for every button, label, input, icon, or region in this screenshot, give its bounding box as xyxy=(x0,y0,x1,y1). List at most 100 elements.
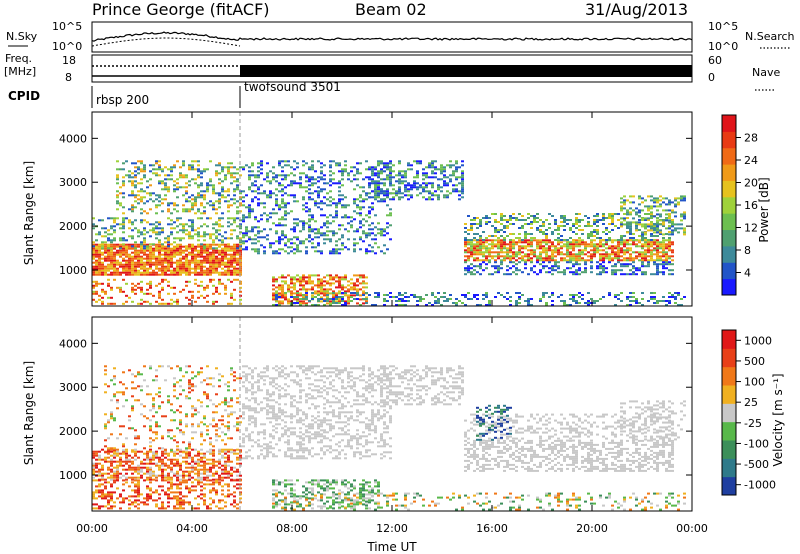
power-cell-655 xyxy=(236,243,239,246)
power-cell-1674 xyxy=(278,184,281,187)
power-cell-938 xyxy=(236,235,239,238)
power-cell-158 xyxy=(125,259,128,262)
power-cell-495 xyxy=(200,253,203,256)
power-cell-273 xyxy=(149,263,152,266)
power-cell-1772 xyxy=(296,200,299,203)
power-cell-2525 xyxy=(380,188,383,191)
power-cell-2359 xyxy=(320,282,323,285)
power-cell-1433 xyxy=(185,280,188,283)
power-cell-1754 xyxy=(293,174,296,177)
power-cell-2600 xyxy=(404,194,407,197)
power-cell-3485 xyxy=(554,239,557,241)
power-cell-1184 xyxy=(194,202,197,205)
power-cell-848 xyxy=(182,237,185,240)
power-cell-4040 xyxy=(674,205,677,208)
velocity-cell-504 xyxy=(110,485,113,488)
power-cell-1655 xyxy=(275,180,278,183)
power-cell-431 xyxy=(185,261,188,264)
power-cell-3812 xyxy=(602,265,605,268)
power-cell-1608 xyxy=(263,192,266,195)
velocity-cell-1 xyxy=(92,452,95,455)
power-cell-3651 xyxy=(653,235,656,237)
power-cell-4183 xyxy=(416,300,419,302)
power-cell-2495 xyxy=(368,196,371,199)
power-cell-583 xyxy=(218,265,221,268)
power-cell-332 xyxy=(164,247,167,250)
power-cell-1317 xyxy=(236,212,239,215)
power-cell-986 xyxy=(131,172,134,175)
power-cell-722 xyxy=(113,219,116,222)
power-cell-2493 xyxy=(368,184,371,187)
power-cell-1328 xyxy=(92,284,95,287)
power-cell-2897 xyxy=(509,255,512,258)
power-cell-271 xyxy=(149,259,152,262)
power-cell-1879 xyxy=(317,190,320,193)
power-cell-4360 xyxy=(674,298,677,300)
power-cell-2411 xyxy=(338,278,341,281)
power-cell-2947 xyxy=(530,239,533,242)
power-cell-1844 xyxy=(311,160,314,163)
power-cell-4367 xyxy=(683,296,686,298)
power-cell-1274 xyxy=(224,178,227,181)
power-cell-35 xyxy=(98,255,101,258)
power-cell-3035 xyxy=(563,243,566,246)
power-cell-2830 xyxy=(485,251,488,254)
power-cell-232 xyxy=(140,263,143,266)
power-cell-3679 xyxy=(464,261,467,264)
power-cell-1544 xyxy=(251,170,254,173)
power-cell-2994 xyxy=(545,255,548,258)
power-cell-1662 xyxy=(275,212,278,215)
power-cell-3010 xyxy=(551,253,554,256)
power-cell-2243 xyxy=(281,276,284,279)
power-cell-3775 xyxy=(566,267,569,270)
power-cell-2661 xyxy=(428,190,431,193)
power-cell-3182 xyxy=(617,249,620,252)
power-cell-3094 xyxy=(581,259,584,262)
velocity-cell-67 xyxy=(113,452,116,455)
velocity-cell-386 xyxy=(215,472,218,475)
velocity-cell-3 xyxy=(92,456,95,459)
power-cell-1543 xyxy=(251,164,254,167)
power-cell-765 xyxy=(137,235,140,238)
power-cell-3051 xyxy=(569,243,572,246)
power-cell-3460 xyxy=(536,229,539,231)
power-cell-618 xyxy=(227,257,230,260)
power-cell-658 xyxy=(236,249,239,252)
power-cell-3196 xyxy=(623,239,626,242)
power-cell-873 xyxy=(197,233,200,236)
power-cell-595 xyxy=(221,263,224,266)
power-cell-471 xyxy=(194,263,197,266)
power-cell-1070 xyxy=(158,160,161,163)
power-cell-28 xyxy=(95,273,98,276)
power-cell-3112 xyxy=(590,253,593,256)
power-cell-3861 xyxy=(647,261,650,264)
power-cell-2685 xyxy=(437,168,440,171)
power-cell-2773 xyxy=(467,243,470,246)
power-cell-1331 xyxy=(92,292,95,295)
power-cell-96 xyxy=(110,267,113,270)
power-cell-4034 xyxy=(671,229,674,232)
power-cell-185 xyxy=(131,257,134,260)
velocity-cell-443 xyxy=(236,452,239,455)
velocity-cell-106 xyxy=(125,454,128,457)
power-cell-2251 xyxy=(281,296,284,299)
power-cell-2384 xyxy=(326,302,329,305)
velocity-cell-337 xyxy=(200,456,203,459)
power-cell-1566 xyxy=(254,218,257,221)
power-cell-1354 xyxy=(107,302,110,305)
power-cell-2588 xyxy=(401,182,404,185)
power-cell-256 xyxy=(146,257,149,260)
power-cell-1337 xyxy=(95,292,98,295)
power-cell-3538 xyxy=(587,235,590,237)
power-cell-2460 xyxy=(356,280,359,283)
power-cell-2002 xyxy=(341,174,344,177)
power-cell-1449 xyxy=(200,280,203,283)
power-cell-190 xyxy=(131,267,134,270)
power-colorbar-label: Power [dB] xyxy=(757,177,771,242)
power-cell-2612 xyxy=(410,184,413,187)
power-cell-3016 xyxy=(554,249,557,252)
power-cell-2193 xyxy=(386,168,389,171)
power-cell-4098 xyxy=(311,304,314,306)
power-cell-1065 xyxy=(155,194,158,197)
power-cell-2966 xyxy=(536,255,539,258)
